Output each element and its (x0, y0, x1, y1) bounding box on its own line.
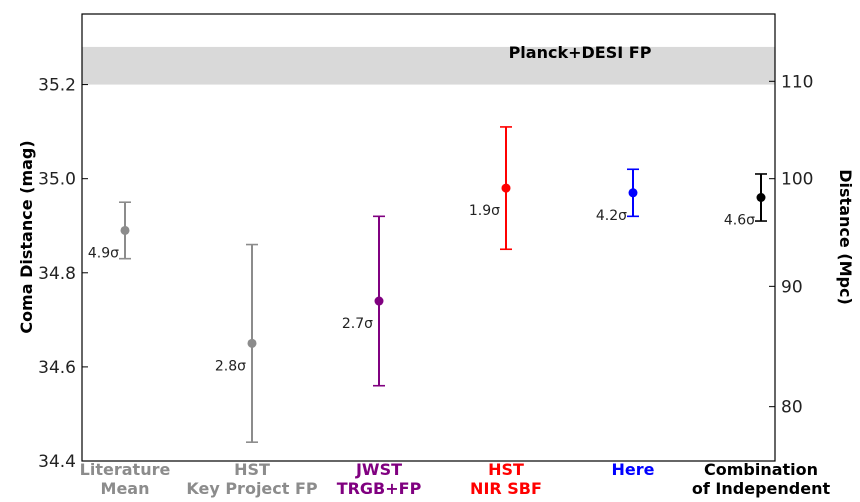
data-point (501, 183, 511, 193)
category-label: TRGB+FP (337, 479, 422, 498)
category-label: NIR SBF (470, 479, 542, 498)
planck-desi-band-layer (82, 46, 775, 85)
category-label: Mean (101, 479, 150, 498)
category-label: Here (612, 460, 655, 479)
category-label: Literature (80, 460, 171, 479)
right-axis-ticks: 80 90 100 110 (769, 72, 813, 418)
data-point (247, 338, 257, 348)
tension-label: 4.9σ (88, 245, 119, 261)
data-point (756, 193, 766, 203)
left-tick-label: 34.4 (38, 452, 76, 472)
left-tick-label: 35.0 (38, 170, 76, 190)
band-label: Planck+DESI FP (509, 43, 652, 62)
category-label: HST (234, 460, 270, 479)
tension-label: 2.8σ (215, 358, 246, 374)
left-axis-ticks: 34.4 34.6 34.8 35.0 35.2 (38, 76, 88, 472)
category-label: HST (488, 460, 524, 479)
tension-label: 1.9σ (469, 203, 500, 219)
tension-label: 4.2σ (596, 208, 627, 224)
category-label: Combination (704, 460, 818, 479)
planck-desi-band (82, 46, 775, 85)
tension-label: 4.6σ (724, 213, 755, 229)
y-axis-left-title: Coma Distance (mag) (17, 140, 36, 333)
left-tick-label: 34.6 (38, 358, 76, 378)
left-tick-label: 34.8 (38, 264, 76, 284)
plot-frame (81, 13, 776, 462)
right-tick-label: 100 (781, 170, 813, 190)
data-points-layer: 4.9σ 2.8σ 2.7σ 1.9σ 4.2σ 4.6σ (88, 126, 767, 443)
category-label: Key Project FP (186, 479, 318, 498)
category-label: JWST (355, 460, 402, 479)
right-tick-label: 80 (781, 398, 803, 418)
data-point (628, 188, 638, 198)
data-point (120, 225, 130, 235)
right-tick-label: 110 (781, 72, 813, 92)
tension-label: 2.7σ (342, 316, 373, 332)
left-tick-label: 35.2 (38, 76, 76, 96)
data-point (374, 296, 384, 306)
y-axis-right-title: Distance (Mpc) (836, 169, 855, 305)
category-label: of Independent (692, 479, 831, 498)
right-tick-label: 90 (781, 277, 803, 297)
